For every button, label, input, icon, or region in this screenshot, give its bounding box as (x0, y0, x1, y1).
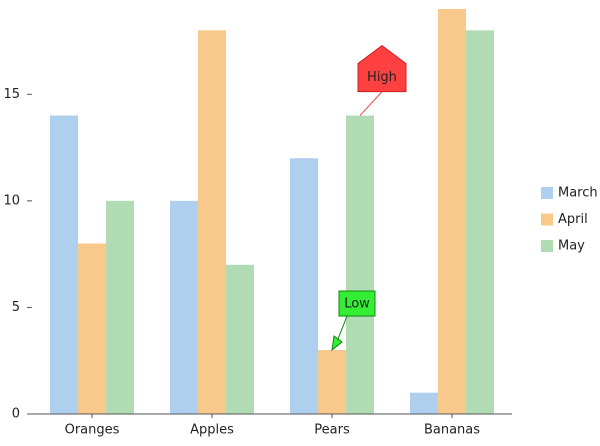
y-tick-label: 15 (3, 87, 20, 102)
x-tick-label: Bananas (424, 423, 480, 438)
bar (438, 9, 466, 414)
x-tick-label: Apples (190, 423, 234, 438)
legend-swatch (541, 240, 553, 252)
legend-label: May (558, 239, 585, 254)
bar (466, 30, 494, 414)
y-tick-label: 5 (12, 300, 20, 315)
bar (106, 200, 134, 414)
bar (410, 392, 438, 414)
y-tick-label: 0 (12, 407, 20, 422)
bar (78, 243, 106, 414)
legend-swatch (541, 187, 553, 199)
annotation-line (337, 315, 348, 340)
y-tick-label: 10 (3, 193, 20, 208)
bar (50, 115, 78, 414)
legend-label: March (558, 186, 598, 201)
annotation-box (357, 44, 407, 93)
x-tick-label: Oranges (65, 423, 120, 438)
bar (346, 115, 374, 414)
bar (318, 350, 346, 414)
bar (226, 264, 254, 414)
bar (170, 200, 198, 414)
bar (290, 158, 318, 414)
x-tick-label: Pears (314, 423, 350, 438)
bar (198, 30, 226, 414)
legend-swatch (541, 213, 553, 226)
annotation-text: High (367, 70, 397, 85)
annotation-box (338, 290, 376, 317)
legend-label: April (558, 212, 588, 227)
annotation-line (359, 91, 383, 116)
annotation-arrow (331, 335, 343, 352)
annotation-text: Low (344, 297, 370, 312)
